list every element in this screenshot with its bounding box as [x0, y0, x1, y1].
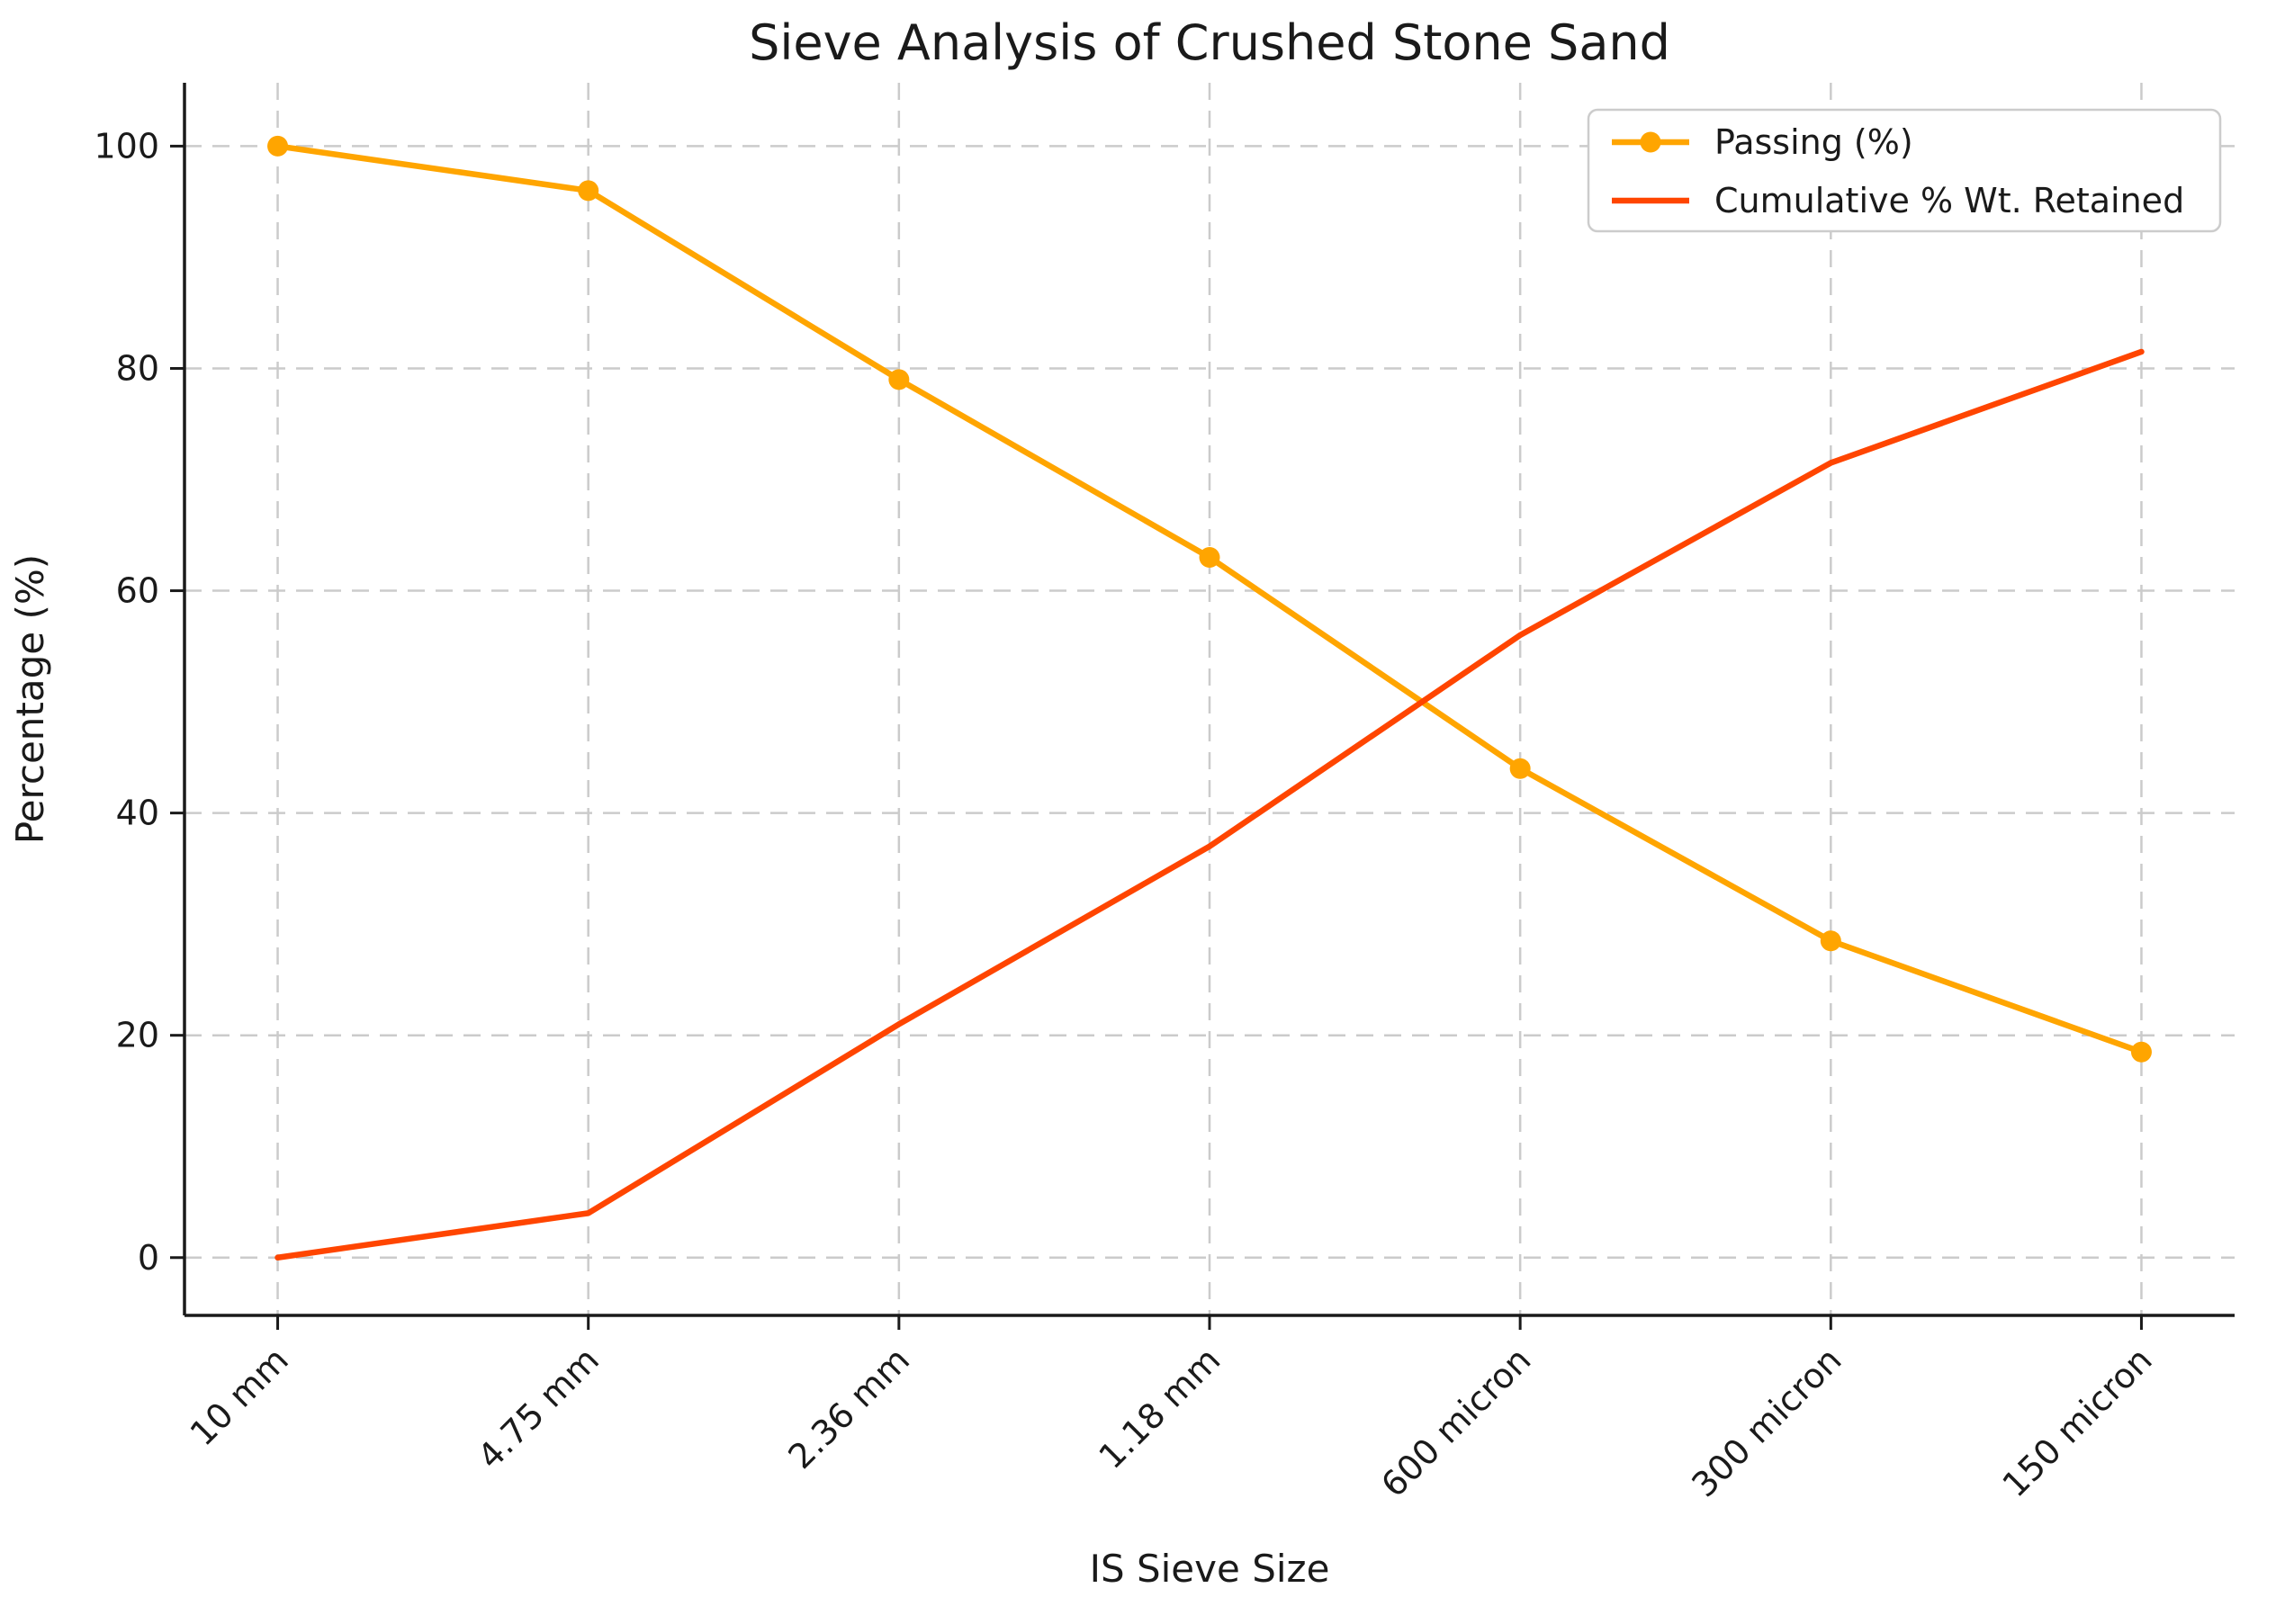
- figure-text: Sieve Analysis of Crushed Stone Sand IS …: [8, 14, 1670, 1591]
- passing-marker: [888, 369, 910, 390]
- cumulative-retained-line: [274, 348, 2145, 1261]
- x-tick-label: 600 micron: [1373, 1340, 1538, 1504]
- passing-marker: [2130, 1041, 2152, 1063]
- y-tick-label: 0: [138, 1238, 159, 1278]
- legend-item-retained: Cumulative % Wt. Retained: [1714, 181, 2184, 220]
- x-tick-label: 2.36 mm: [780, 1340, 917, 1476]
- x-tick-label: 4.75 mm: [470, 1340, 607, 1476]
- x-axis-label: IS Sieve Size: [1090, 1547, 1330, 1591]
- chart-title: Sieve Analysis of Crushed Stone Sand: [749, 14, 1670, 71]
- passing-marker: [1199, 546, 1220, 568]
- passing-marker: [1509, 758, 1531, 779]
- x-tick-label: 10 mm: [183, 1340, 296, 1453]
- passing-marker: [578, 180, 599, 202]
- y-tick-label: 80: [116, 348, 159, 388]
- y-tick-label: 60: [116, 571, 159, 611]
- x-tick-label: 150 micron: [1995, 1340, 2160, 1504]
- legend-passing-marker: [1640, 131, 1661, 153]
- passing-marker: [267, 135, 289, 157]
- data-series: [267, 135, 2152, 1261]
- legend-box: [1587, 108, 2222, 233]
- y-tick-label: 100: [94, 126, 159, 166]
- axes: 0 20 40 60 80 100 10 mm 4.75 mm 2.36 mm 1.18 mm 60…: [94, 83, 2235, 1505]
- y-tick-label: 40: [116, 794, 159, 833]
- y-tick-label: 20: [116, 1016, 159, 1055]
- legend-item-passing: Passing (%): [1714, 122, 1913, 162]
- passing-marker: [1820, 930, 1841, 952]
- x-tick-label: 1.18 mm: [1092, 1340, 1228, 1476]
- y-axis-label: Percentage (%): [8, 554, 52, 844]
- legend: Passing (%) Cumulative % Wt. Retained: [1587, 108, 2222, 233]
- x-tick-label: 300 micron: [1684, 1340, 1849, 1504]
- gridlines: [184, 83, 2235, 1315]
